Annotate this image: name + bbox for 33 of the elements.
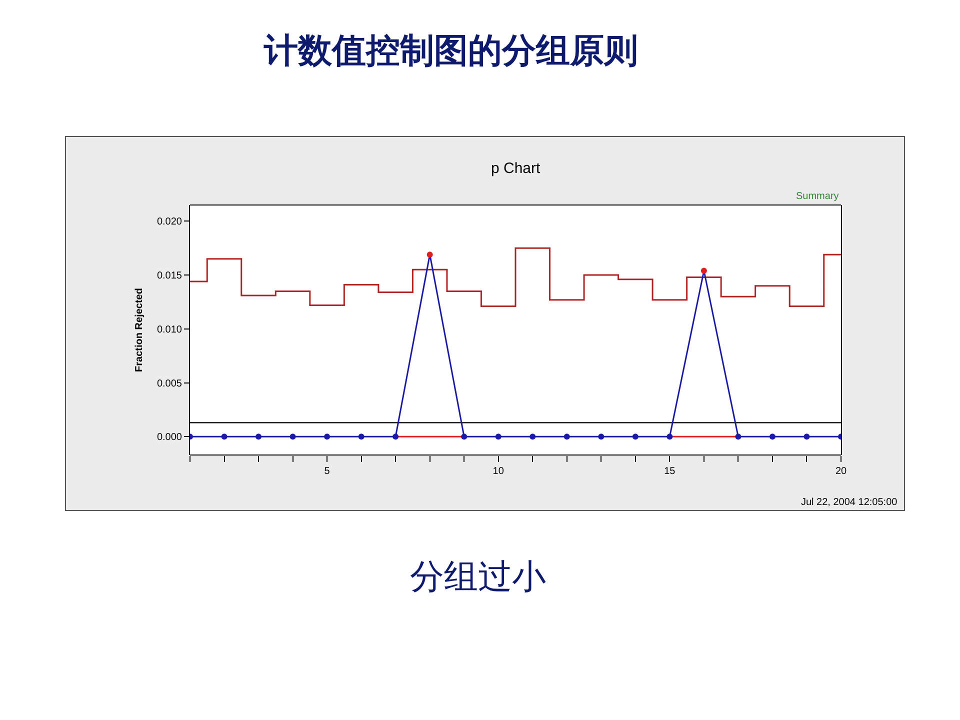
point xyxy=(495,434,502,440)
point xyxy=(290,434,296,440)
text: 分组过小 xyxy=(410,559,546,596)
point xyxy=(598,434,604,440)
y-tick-label: 0.005 xyxy=(156,378,182,390)
y-tick-label: 0.000 xyxy=(156,432,182,444)
point xyxy=(392,434,399,440)
point xyxy=(804,434,810,440)
point xyxy=(564,434,570,440)
text: Jul 22, 2004 12:05:00 xyxy=(801,497,898,508)
x-tick-label: 5 xyxy=(324,466,330,477)
point xyxy=(735,434,742,440)
point xyxy=(666,434,673,440)
chart-title: 计数值控制图的分组原则 xyxy=(263,32,638,70)
x-tick-label: 20 xyxy=(835,466,847,477)
y-tick-label: 0.020 xyxy=(156,216,182,228)
x-tick-label: 10 xyxy=(492,466,504,477)
x-tick-label: 15 xyxy=(664,466,676,477)
point xyxy=(461,434,468,440)
y-axis-title: Fraction Rejected xyxy=(134,288,145,372)
y-tick-label: 0.010 xyxy=(156,324,182,336)
y-tick-label: 0.015 xyxy=(156,270,182,282)
point xyxy=(700,268,707,274)
point xyxy=(769,434,776,440)
point xyxy=(530,434,536,440)
chart-subtitle: p Chart xyxy=(491,160,542,177)
point xyxy=(426,252,433,258)
point xyxy=(324,434,330,440)
point xyxy=(256,434,262,440)
text: Summary xyxy=(796,191,839,202)
point xyxy=(358,434,364,440)
point xyxy=(632,434,638,440)
point xyxy=(221,434,228,440)
